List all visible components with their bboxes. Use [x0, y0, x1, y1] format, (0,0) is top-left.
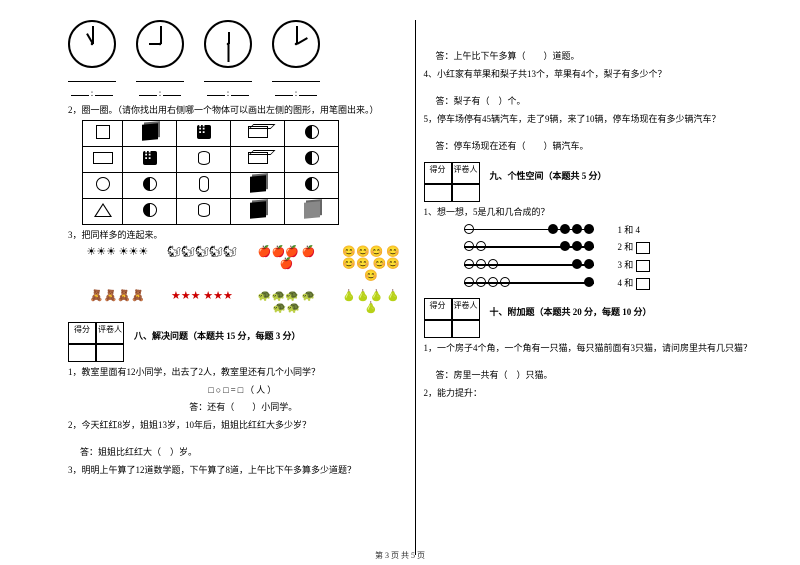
section-10-title: 十、附加题（本题共 20 分，每题 10 分） [490, 305, 652, 320]
grp-squirrels: 🐿🐿🐿🐿🐿 [167, 246, 238, 282]
bead-rows: 1 和 4 2 和 3 和 [424, 223, 763, 290]
clock-4: : [272, 20, 320, 98]
connect-grid: ☀☀☀ ☀☀☀ 🐿🐿🐿🐿🐿 🍎🍎🍎 🍎🍎 😊😊😊 😊😊😊 😊😊😊 🧸🧸🧸🧸 ★★… [82, 246, 407, 314]
q3-text: 3，把同样多的连起来。 [68, 229, 407, 243]
p10-1-ans: 答：房里一共有（ ）只猫。 [436, 369, 763, 383]
q2-text: 2，圈一圈。（请你找出用右侧哪一个物体可以画出左侧的图形，用笔圈出来。） [68, 104, 407, 118]
grp-apples: 🍎🍎🍎 🍎🍎 [251, 246, 322, 282]
score-box-8: 得分 评卷人 八、解决问题（本题共 15 分，每题 3 分） [68, 322, 407, 344]
p2-ans: 答：姐姐比红红大（ ）岁。 [80, 446, 407, 460]
p4-ans: 答：梨子有（ ）个。 [436, 95, 763, 109]
grp-turtles: 🐢🐢🐢 🐢🐢🐢 [251, 290, 322, 314]
p3: 3，明明上午算了12道数学题，下午算了8道，上午比下午多算多少道题？ [68, 464, 407, 478]
bead-row-3: 3 和 [464, 258, 763, 272]
section-9-title: 九、个性空间（本题共 5 分） [490, 169, 607, 184]
score-box-9: 得分 评卷人 九、个性空间（本题共 5 分） [424, 162, 763, 184]
clock-2: : [136, 20, 184, 98]
p5-ans: 答：停车场现在还有（ ）辆汽车。 [436, 140, 763, 154]
p10-1: 1，一个房子4个角，一个角有一只猫，每只猫前面有3只猫，请问房里共有几只猫？ [424, 342, 763, 356]
score-box-10: 得分 评卷人 十、附加题（本题共 20 分，每题 10 分） [424, 298, 763, 320]
section-8-title: 八、解决问题（本题共 15 分，每题 3 分） [134, 329, 301, 344]
p3-ans: 答：上午比下午多算（ ）道题。 [436, 50, 763, 64]
grp-stars: ★★★ ★★★ [167, 290, 238, 314]
page-footer: 第 3 页 共 5 页 [0, 550, 800, 561]
bead-row-4: 4 和 [464, 276, 763, 290]
bead-row-1: 1 和 4 [464, 223, 763, 236]
p10-2: 2，能力提升： [424, 387, 763, 401]
bead-row-2: 2 和 [464, 240, 763, 254]
p1-work: □○□=□（人） [80, 384, 407, 398]
clock-1: : [68, 20, 116, 98]
p5: 5，停车场停有45辆汽车，走了9辆，来了10辆，停车场现在有多少辆汽车？ [424, 113, 763, 127]
clock-row: : : : : [68, 20, 407, 98]
shape-match-table [82, 120, 339, 225]
p1-ans: 答：还有（ ）小同学。 [80, 401, 407, 415]
p1: 1，教室里面有12小同学，出去了2人，教室里还有几个小同学？ [68, 366, 407, 380]
right-column: 答：上午比下午多算（ ）道题。 4、小红家有苹果和梨子共13个，苹果有4个，梨子… [416, 20, 771, 555]
p4: 4、小红家有苹果和梨子共13个，苹果有4个，梨子有多少个？ [424, 68, 763, 82]
grp-pears: 🍐🍐🍐 🍐🍐 [336, 290, 407, 314]
left-column: : : : : 2，圈一圈。（请你找出用右侧哪一个物体可以画出左侧的图形，用笔圈… [60, 20, 416, 555]
grp-faces: 😊😊😊 😊😊😊 😊😊😊 [336, 246, 407, 282]
grp-suns: ☀☀☀ ☀☀☀ [82, 246, 153, 282]
p2: 2，今天红红8岁，姐姐13岁，10年后，姐姐比红红大多少岁？ [68, 419, 407, 433]
grp-bears: 🧸🧸🧸🧸 [82, 290, 153, 314]
clock-3: : [204, 20, 252, 98]
q9-1: 1、想一想，5是几和几合成的？ [424, 206, 763, 220]
